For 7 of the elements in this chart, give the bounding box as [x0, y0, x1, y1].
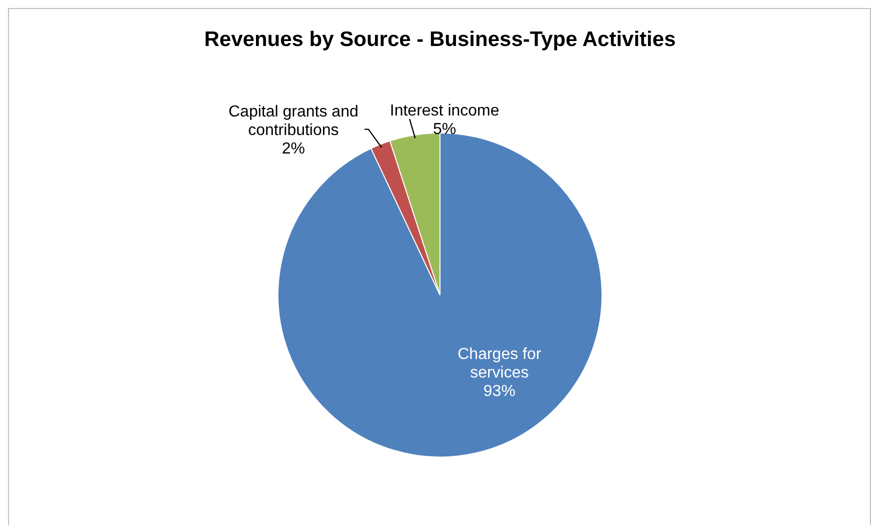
slice-label: Interest income [390, 102, 500, 120]
chart-title: Revenues by Source - Business-Type Activities [204, 28, 676, 51]
data-label: 2% [282, 140, 305, 158]
slice-label: Charges for services [458, 346, 542, 382]
data-label: 5% [433, 120, 456, 138]
data-label: 93% [483, 382, 516, 400]
slice-label: Capital grants and contributions [228, 104, 358, 139]
